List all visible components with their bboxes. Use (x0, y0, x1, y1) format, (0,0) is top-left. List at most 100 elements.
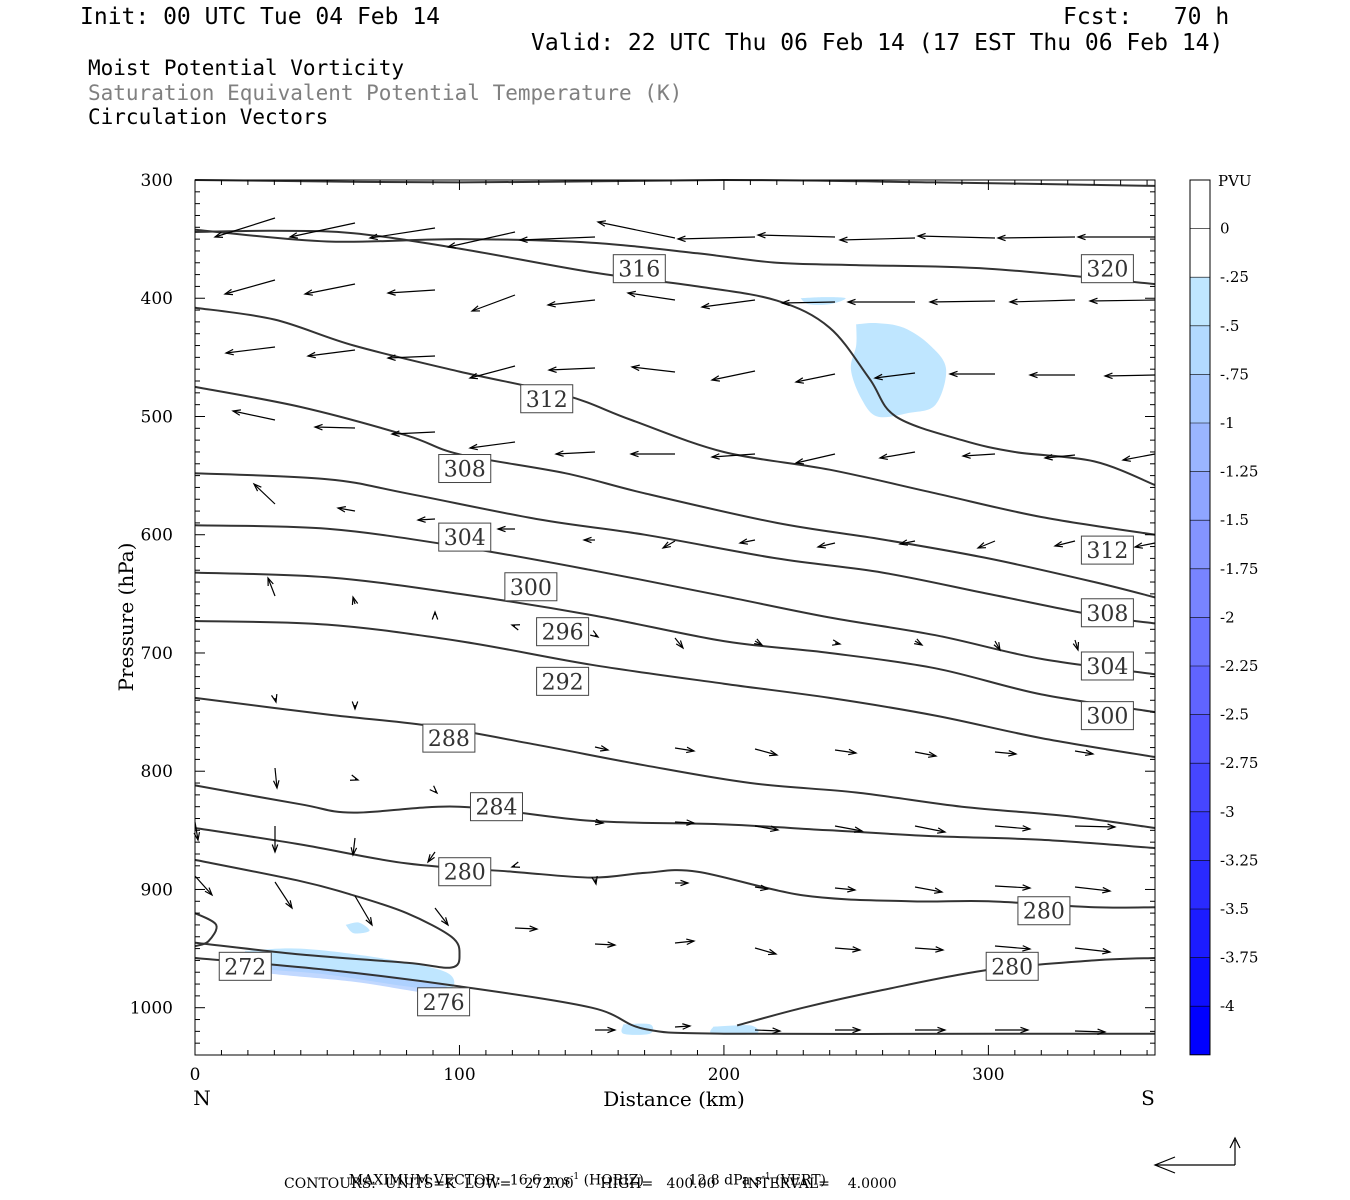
theta-contour-0 (194, 178, 1156, 187)
circulation-vector (313, 423, 356, 431)
valid-time: Valid: 22 UTC Thu 06 Feb 14 (17 EST Thu … (531, 30, 1224, 56)
circulation-vector (754, 1027, 782, 1035)
circulation-vector (1043, 453, 1076, 461)
circulation-vector (303, 283, 356, 296)
circulation-vector (368, 227, 436, 241)
colorbar-label: -3.5 (1220, 900, 1249, 918)
contour-label-text: 308 (444, 458, 486, 483)
circulation-vector (390, 430, 436, 437)
pv-patch-3 (345, 922, 370, 934)
circulation-vector (1088, 297, 1156, 305)
circulation-vector (873, 372, 916, 381)
colorbar-label: 0 (1220, 220, 1230, 238)
circulation-vector (1103, 372, 1156, 380)
contour-label-text: 280 (991, 955, 1033, 980)
north-label: N (193, 1086, 211, 1110)
circulation-vector (794, 373, 836, 384)
contour-label: 288 (422, 723, 476, 753)
circulation-vector (993, 640, 1001, 652)
circulation-vector (518, 236, 596, 244)
contour-label: 300 (504, 572, 558, 602)
pv-colorbar: 0 -.25 -.5 -.75 -1 -1.25 -1.5 -1.75 -2 -2.25 -2.5 -… (1189, 179, 1258, 1056)
circulation-vector (674, 637, 685, 650)
circulation-vector (351, 595, 359, 606)
circulation-vector (754, 825, 780, 833)
colorbar-swatch (1190, 277, 1210, 326)
circulation-vector (351, 701, 359, 711)
init-time: Init: 00 UTC Tue 04 Feb 14 (80, 4, 441, 30)
contour-label-text: 300 (1086, 705, 1128, 730)
contour-label-text: 280 (444, 861, 486, 886)
contour-label-text: 280 (1023, 900, 1065, 925)
field-title-mpv: Moist Potential Vorticity (88, 56, 405, 80)
y-tick-label: 600 (141, 526, 173, 546)
theta-contour-9 (194, 696, 1156, 829)
theta-contour-14 (194, 957, 1155, 1036)
circulation-vector (629, 450, 675, 458)
x-tick-label: 100 (443, 1065, 475, 1085)
colorbar-label: -1.5 (1220, 511, 1249, 529)
contour-label-text: 292 (542, 670, 584, 695)
circulation-vector (948, 370, 995, 378)
contour-label: 276 (417, 987, 471, 1017)
x-tick-label: 300 (972, 1065, 1004, 1085)
circulation-vector (594, 745, 610, 752)
circulation-vector (996, 234, 1076, 242)
colorbar-swatch (1190, 1006, 1210, 1055)
circulation-vector (976, 540, 996, 549)
circulation-vector (754, 947, 778, 956)
circulation-vector (194, 875, 214, 897)
contour-label-text: 272 (224, 955, 266, 980)
contour-info: CONTOURS: UNITS=K LOW= 272.00 HIGH= 400.… (284, 1176, 897, 1192)
circulation-vector (834, 825, 864, 833)
colorbar-label: -4 (1220, 997, 1235, 1015)
contour-label-text: 288 (428, 727, 470, 752)
circulation-vector (994, 825, 1032, 832)
circulation-vector (1133, 542, 1156, 549)
forecast-hour: Fcst: 70 h (1063, 4, 1230, 30)
circulation-vector (816, 542, 836, 549)
y-tick-label: 500 (141, 407, 173, 427)
contour-label: 312 (1080, 535, 1134, 565)
colorbar-swatch (1190, 860, 1210, 909)
colorbar-swatch (1190, 666, 1210, 715)
circulation-vector (914, 638, 924, 646)
contour-label: 312 (520, 384, 574, 414)
x-tick-label: 200 (708, 1065, 740, 1085)
circulation-vector (928, 298, 996, 306)
colorbar-label: -2.25 (1220, 657, 1258, 675)
field-title-theta-es: Saturation Equivalent Potential Temperat… (88, 81, 683, 105)
circulation-vector (594, 818, 605, 826)
horiz-unit: (HORIZ) (583, 1172, 644, 1189)
pv-patch-4 (621, 1023, 654, 1035)
circulation-vector (274, 881, 293, 910)
circulation-vector (995, 1026, 1030, 1034)
contour-label-text: 312 (526, 388, 568, 413)
colorbar-swatch (1190, 471, 1210, 521)
circulation-vector (1008, 298, 1076, 306)
x-axis-label: Distance (km) (603, 1087, 745, 1111)
circulation-vector (710, 453, 756, 460)
circulation-vector (470, 294, 516, 312)
circulation-vector (754, 638, 764, 646)
circulation-vector (674, 746, 696, 754)
contour-label: 296 (536, 617, 590, 647)
circulation-vector (446, 231, 516, 249)
circulation-vector (594, 941, 617, 948)
contour-label: 280 (985, 951, 1039, 981)
circulation-vector (267, 576, 276, 597)
reference-vector-icon (1153, 1136, 1241, 1174)
contour-label: 284 (469, 792, 523, 822)
pv-patch-0 (850, 322, 947, 418)
theta-contour-1 (194, 228, 1156, 286)
circulation-vector (914, 946, 945, 953)
circulation-vector (994, 884, 1032, 891)
colorbar-label: -1.25 (1220, 463, 1258, 481)
circulation-vector (514, 925, 539, 932)
contour-label: 292 (536, 666, 590, 696)
circulation-vector (354, 895, 373, 927)
circulation-vector (710, 370, 756, 382)
contour-label-text: 296 (542, 621, 584, 646)
circulation-vector (223, 279, 276, 296)
